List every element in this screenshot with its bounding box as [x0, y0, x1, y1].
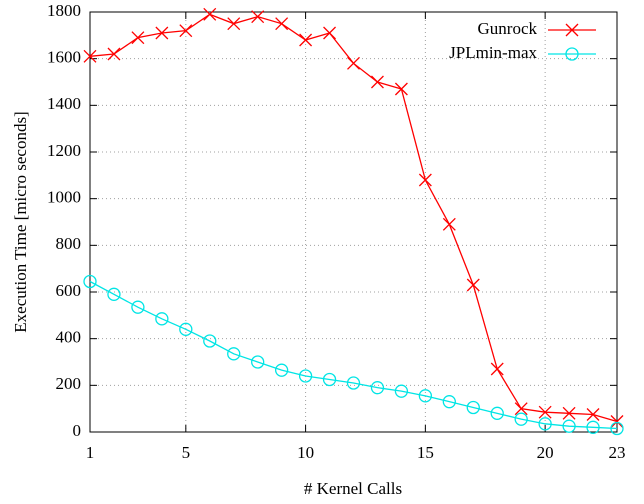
- marker: [418, 389, 433, 403]
- y-tick-label: 1000: [47, 188, 81, 207]
- marker: [227, 347, 241, 361]
- marker: [370, 75, 384, 89]
- marker: [418, 173, 432, 187]
- marker: [227, 17, 241, 31]
- marker-stroke: [418, 173, 432, 187]
- marker-stroke: [514, 402, 528, 416]
- marker: [610, 415, 624, 428]
- marker: [442, 217, 456, 231]
- marker: [347, 56, 360, 70]
- marker-stroke: [394, 82, 408, 96]
- series-line: [89, 280, 618, 430]
- marker: [179, 24, 193, 38]
- y-tick-label: 1600: [47, 48, 81, 67]
- x-tick-label: 20: [537, 443, 554, 462]
- marker-stroke: [562, 406, 576, 420]
- marker: [538, 405, 552, 419]
- marker: [514, 402, 528, 416]
- marker: [565, 47, 579, 61]
- marker: [586, 408, 600, 421]
- marker-stroke: [107, 47, 121, 61]
- marker-stroke: [323, 26, 337, 40]
- marker: [179, 322, 193, 336]
- marker: [610, 421, 624, 436]
- x-tick-label: 5: [182, 443, 191, 462]
- marker: [107, 47, 121, 61]
- marker: [131, 300, 145, 314]
- x-tick-label: 1: [86, 443, 95, 462]
- x-axis-label: # Kernel Calls: [304, 479, 402, 498]
- x-tick-label: 23: [609, 443, 626, 462]
- marker-stroke: [299, 33, 313, 47]
- marker: [586, 420, 600, 434]
- marker-stroke: [251, 10, 265, 24]
- marker: [562, 406, 576, 420]
- marker: [83, 49, 97, 63]
- y-tick-label: 200: [56, 374, 82, 393]
- marker: [203, 7, 217, 21]
- y-axis-label: Execution Time [micro seconds]: [11, 111, 30, 332]
- y-tick-label: 0: [73, 421, 82, 440]
- x-tick-label: 15: [417, 443, 434, 462]
- marker: [155, 26, 169, 40]
- marker: [251, 355, 265, 369]
- marker: [203, 334, 217, 348]
- marker-stroke: [586, 408, 600, 421]
- y-tick-label: 600: [56, 281, 82, 300]
- marker-stroke: [83, 49, 97, 63]
- marker-stroke: [466, 278, 480, 292]
- marker: [490, 406, 504, 420]
- marker: [466, 278, 480, 292]
- legend-label: Gunrock: [478, 19, 538, 38]
- marker-stroke: [347, 56, 360, 70]
- marker: [490, 362, 504, 376]
- marker: [275, 17, 289, 31]
- marker: [107, 287, 121, 301]
- legend-label: JPLmin-max: [449, 43, 537, 62]
- marker-stroke: [131, 31, 145, 45]
- marker: [370, 381, 385, 395]
- marker: [346, 376, 361, 390]
- marker: [565, 23, 579, 37]
- marker-stroke: [490, 362, 504, 376]
- marker: [442, 395, 456, 409]
- x-tick-label: 10: [297, 443, 314, 462]
- marker: [394, 384, 409, 398]
- marker-stroke: [565, 23, 579, 37]
- marker: [83, 274, 97, 289]
- plot-frame: [89, 11, 618, 433]
- marker: [514, 412, 528, 426]
- y-tick-label: 1200: [47, 141, 81, 160]
- y-tick-label: 400: [56, 328, 82, 347]
- marker: [323, 26, 337, 40]
- y-tick-label: 800: [56, 234, 82, 253]
- marker-stroke: [370, 75, 384, 89]
- marker-stroke: [203, 7, 217, 21]
- marker: [251, 10, 265, 24]
- marker: [155, 312, 169, 326]
- y-tick-label: 1800: [47, 1, 81, 20]
- marker: [299, 33, 313, 47]
- marker: [274, 363, 289, 377]
- marker: [298, 369, 313, 383]
- marker-stroke: [179, 24, 193, 38]
- marker-stroke: [610, 415, 624, 428]
- marker: [322, 372, 337, 387]
- series-line: [89, 13, 618, 423]
- marker: [466, 400, 480, 415]
- marker: [538, 417, 552, 431]
- marker-stroke: [442, 217, 456, 231]
- y-tick-label: 1400: [47, 94, 81, 113]
- marker: [131, 31, 145, 45]
- marker-stroke: [275, 17, 289, 31]
- marker-stroke: [227, 17, 241, 31]
- marker: [562, 419, 576, 433]
- marker-stroke: [155, 26, 169, 40]
- marker-stroke: [538, 405, 552, 419]
- marker: [394, 82, 408, 96]
